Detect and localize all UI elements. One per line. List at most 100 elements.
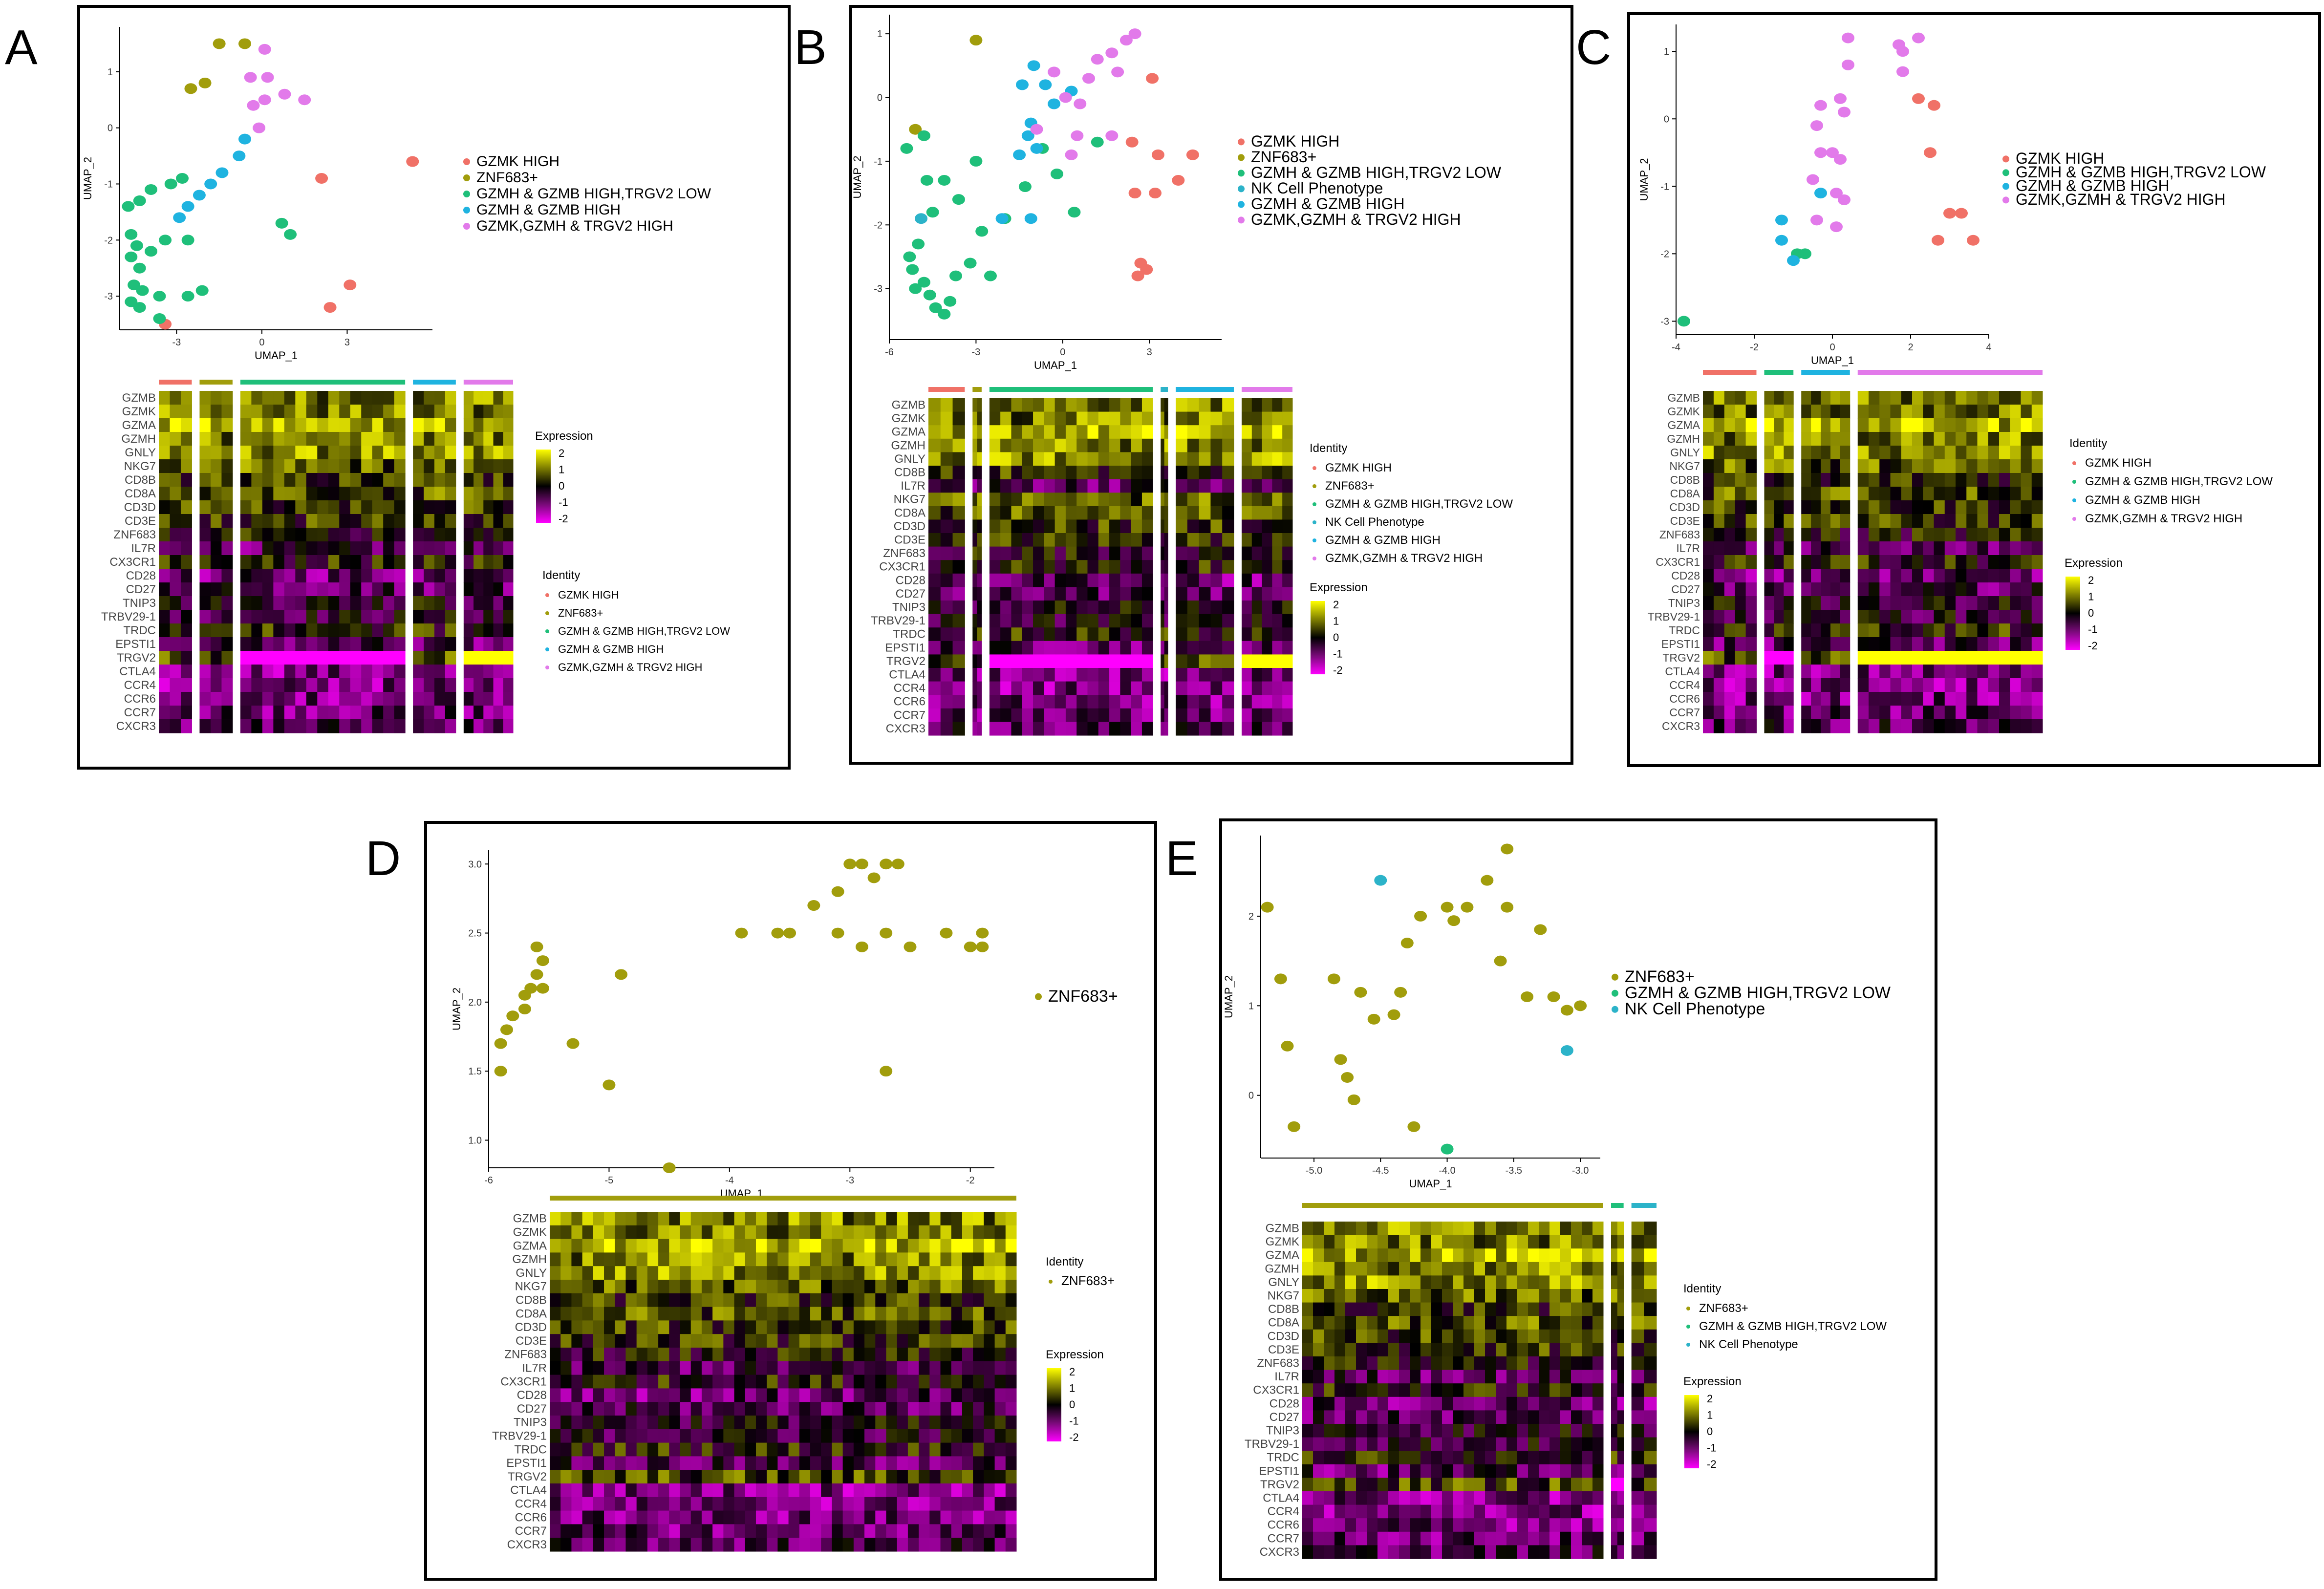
panel-e-heat-cell [1560, 1437, 1571, 1451]
panel-e-heat-cell [1485, 1316, 1496, 1330]
panel-d-gene-label: CD8B [516, 1293, 547, 1307]
panel-e-heat-cell [1582, 1289, 1593, 1303]
panel-e-heat-cell [1549, 1235, 1561, 1249]
panel-d-heat-cell [886, 1374, 898, 1389]
panel-d-x-tick-label: -4 [725, 1175, 734, 1186]
panel-e-heat-cell [1582, 1222, 1593, 1236]
panel-d-heat-cell [951, 1320, 963, 1334]
panel-e-heat-cell [1506, 1396, 1518, 1411]
panel-b-heat-cell [1000, 722, 1011, 736]
panel-d-heat-cell [864, 1252, 876, 1267]
panel-c-heat-cell [1944, 651, 1956, 665]
panel-d-heat-cell [777, 1212, 789, 1226]
panel-d-heat-cell [973, 1212, 984, 1226]
panel-a-heat-cell [394, 582, 406, 597]
panel-a-point [298, 94, 311, 106]
panel-a-point [153, 313, 166, 324]
panel-c-heat-cell [1879, 719, 1891, 733]
panel-c-heat-cell [1703, 459, 1714, 473]
panel-e-heat-cell [1431, 1410, 1442, 1424]
panel-d-heat-cell [994, 1252, 1006, 1267]
panel-b-identity-key [1313, 502, 1316, 506]
panel-a-group-bar [413, 380, 456, 385]
panel-d-gene-label: TRGV2 [508, 1470, 547, 1483]
panel-d-heat-cell [636, 1348, 648, 1362]
panel-a-point [159, 235, 172, 246]
panel-b-heat-cell [1120, 695, 1132, 709]
panel-c-heat-cell [1923, 432, 1935, 446]
panel-b-heat-cell [1262, 425, 1272, 439]
panel-b-point [917, 277, 930, 288]
panel-d-heat-cell [647, 1266, 659, 1280]
panel-c-heat-cell [1879, 569, 1891, 583]
panel-b-heat-cell [1022, 466, 1033, 480]
panel-d-heat-cell [636, 1442, 648, 1457]
panel-d-heat-cell [810, 1280, 821, 1294]
panel-e-group-bar [1631, 1203, 1657, 1208]
panel-c-heat-cell [1703, 637, 1714, 651]
panel-e-heat-cell [1644, 1464, 1657, 1478]
panel-d-heat-cell [712, 1320, 724, 1334]
panel-a-heat-cell [473, 446, 484, 460]
panel-b-heat-cell [1272, 695, 1283, 709]
panel-a-point [133, 195, 146, 206]
panel-b-heat-cell [1011, 546, 1023, 560]
panel-c-heat-cell [1912, 665, 1923, 679]
panel-b-point [917, 130, 930, 141]
panel-d-heat-cell [593, 1266, 604, 1280]
panel-e-heat-cell [1485, 1491, 1496, 1505]
panel-b-heat-cell [1262, 695, 1272, 709]
panel-d-heat-cell [593, 1239, 604, 1253]
panel-b-heat-cell [1044, 546, 1055, 560]
panel-e-heat-cell [1582, 1464, 1593, 1478]
panel-d-heat-cell [615, 1402, 626, 1416]
panel-d-heat-cell [723, 1456, 735, 1470]
panel-c-heat-cell [1923, 610, 1935, 624]
panel-c-heat-cell [1840, 473, 1851, 487]
panel-d-heat-cell [755, 1374, 767, 1389]
panel-c-heat-cell [1944, 610, 1956, 624]
panel-d-heat-cell [550, 1361, 561, 1375]
panel-d-heat-cell [788, 1334, 800, 1348]
panel-d-heat-cell [962, 1538, 973, 1552]
panel-d-heat-cell [886, 1348, 898, 1362]
panel-c-heat-cell [1830, 391, 1841, 405]
panel-a-heat-cell [306, 569, 318, 583]
panel-c-heat-cell [1830, 665, 1841, 679]
panel-a-heat-cell [240, 391, 252, 405]
panel-b-heat-cell [940, 614, 953, 628]
panel-a-heat-cell [339, 596, 351, 610]
panel-b-heat-cell [1262, 587, 1272, 601]
panel-d-heat-cell [897, 1524, 908, 1538]
panel-c-heat-cell [1774, 637, 1784, 651]
panel-a-heat-cell [240, 528, 252, 542]
panel-a-heat-cell [159, 528, 170, 542]
panel-d-heat-cell [962, 1402, 973, 1416]
panel-e-heat-cell [1302, 1222, 1313, 1236]
panel-d-heat-cell [734, 1497, 746, 1511]
panel-b-heat-cell [1161, 614, 1165, 628]
panel-a-heat-cell [240, 637, 252, 651]
panel-c-heat-cell [1764, 596, 1774, 610]
panel-c-heat-cell [1879, 678, 1891, 692]
panel-d-heat-cell [550, 1442, 561, 1457]
panel-c-heat-cell [2010, 473, 2022, 487]
panel-e-heat-cell [1442, 1383, 1453, 1397]
panel-a-heat-cell [503, 459, 514, 473]
panel-e-heat-cell [1496, 1478, 1507, 1492]
panel-d-heat-cell [658, 1402, 669, 1416]
panel-d-heat-cell [582, 1388, 594, 1402]
panel-e-heat-cell [1611, 1396, 1618, 1411]
panel-b-heat-cell [1076, 411, 1088, 426]
panel-a-heat-cell [170, 541, 181, 556]
panel-b-heat-cell [940, 519, 953, 534]
panel-c-colorbar-label: 0 [2088, 607, 2094, 619]
panel-b-heat-cell [952, 587, 965, 601]
panel-c-heat-cell [1912, 459, 1923, 473]
panel-a-heat-cell [350, 446, 362, 460]
panel-e-heat-cell [1485, 1451, 1496, 1465]
panel-b-heat-cell [1044, 654, 1055, 668]
panel-b-heat-cell [1251, 695, 1263, 709]
panel-a-heat-cell [273, 555, 285, 569]
panel-b-heat-cell [1164, 695, 1168, 709]
